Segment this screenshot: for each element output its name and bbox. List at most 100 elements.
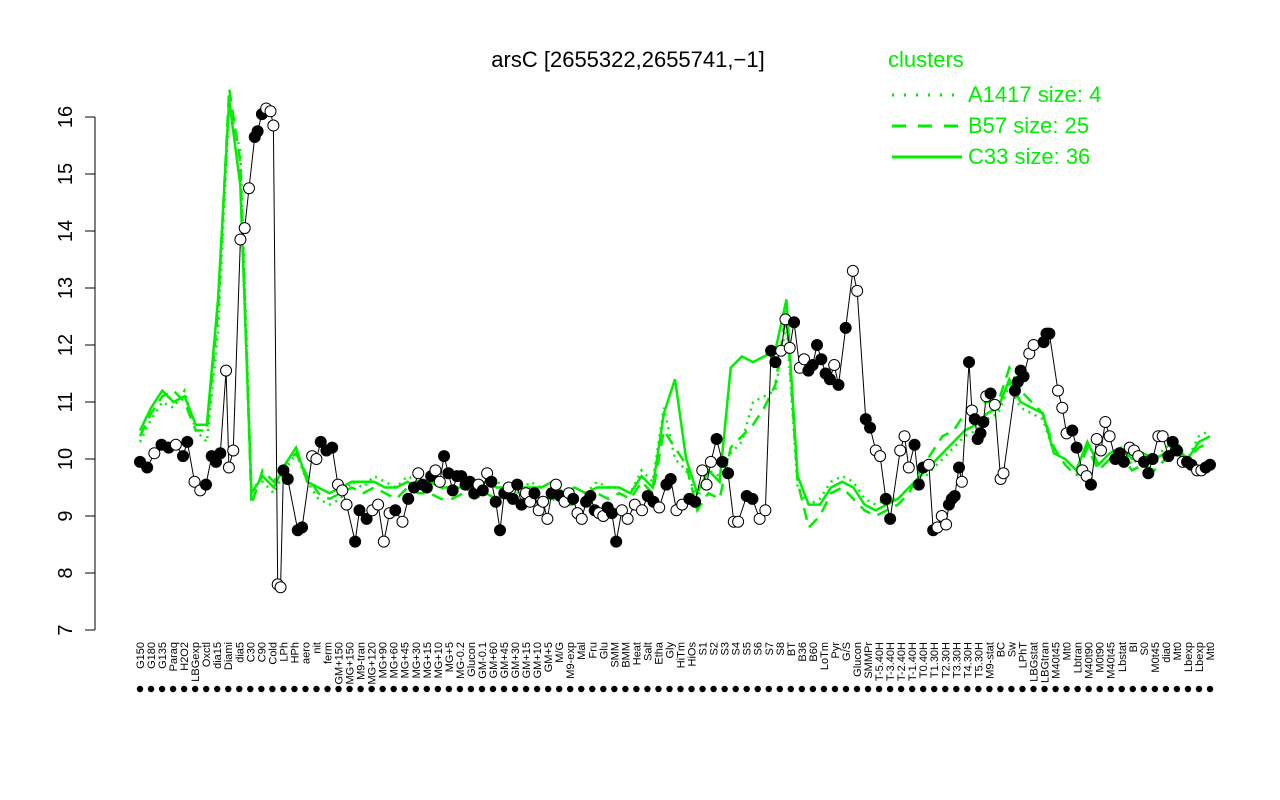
x-tick-label: Glucon bbox=[466, 642, 478, 677]
data-point bbox=[988, 398, 1001, 411]
x-tick-dot bbox=[721, 685, 728, 693]
x-tick-dot bbox=[919, 685, 927, 693]
data-point bbox=[340, 498, 353, 511]
x-tick-dot bbox=[247, 685, 254, 693]
legend-entry-c33: C33 size: 36 bbox=[968, 144, 1090, 169]
x-tick-label: LPhT bbox=[1017, 642, 1029, 669]
data-point bbox=[1056, 401, 1069, 414]
data-point bbox=[396, 515, 409, 528]
x-tick-label: Mt0 bbox=[1172, 642, 1184, 660]
x-tick-label: MG+150 bbox=[345, 642, 357, 685]
x-tick-dot bbox=[379, 685, 386, 693]
data-point bbox=[264, 105, 277, 118]
data-point bbox=[798, 353, 811, 366]
x-tick-label: Oxctl bbox=[201, 642, 213, 667]
x-tick-dot bbox=[931, 685, 938, 693]
x-tick-label: HiOs bbox=[687, 642, 699, 667]
data-point bbox=[851, 284, 864, 297]
x-tick-label: HiTm bbox=[676, 642, 688, 668]
data-point bbox=[769, 356, 782, 369]
x-tick-label: Sw bbox=[1006, 642, 1018, 657]
x-tick-label: LBGstat bbox=[1029, 642, 1041, 682]
data-point bbox=[653, 501, 666, 514]
data-point bbox=[902, 461, 915, 474]
data-point bbox=[494, 524, 507, 537]
data-point bbox=[1051, 384, 1064, 397]
x-tick-dot bbox=[1052, 685, 1059, 693]
data-point bbox=[148, 447, 161, 460]
x-tick-label: MG+45 bbox=[400, 642, 412, 678]
x-tick-dot bbox=[798, 685, 806, 693]
x-tick-label: BC bbox=[995, 642, 1007, 657]
data-point bbox=[828, 358, 841, 371]
data-point bbox=[664, 472, 677, 485]
x-tick-dot bbox=[180, 685, 188, 693]
x-tick-label: LBGexp bbox=[190, 642, 202, 682]
x-tick-label: C90 bbox=[256, 642, 268, 662]
x-tick-label: GM+30 bbox=[510, 642, 522, 678]
x-tick-dot bbox=[1162, 685, 1170, 693]
x-tick-dot bbox=[743, 685, 750, 693]
data-point bbox=[894, 444, 907, 457]
data-point bbox=[220, 364, 233, 377]
x-tick-label: MG+60 bbox=[389, 642, 401, 678]
x-tick-dot bbox=[313, 685, 320, 693]
data-point bbox=[974, 427, 987, 440]
x-tick-label: T5.30H bbox=[973, 642, 985, 678]
x-tick-label: MG+5 bbox=[444, 642, 456, 672]
x-tick-dot bbox=[456, 685, 464, 693]
data-point bbox=[549, 478, 562, 491]
data-point bbox=[783, 341, 796, 354]
x-tick-dot bbox=[886, 685, 894, 693]
x-tick-label: Pyr bbox=[830, 642, 842, 659]
x-tick-label: MG-0.2 bbox=[455, 642, 467, 679]
series-line-0 bbox=[138, 105, 1211, 507]
x-tick-dot bbox=[688, 685, 695, 693]
x-tick-label: S6 bbox=[753, 642, 765, 655]
x-tick-label: LBGtran bbox=[1040, 642, 1052, 683]
data-point bbox=[1162, 450, 1175, 463]
x-tick-dot bbox=[677, 685, 684, 693]
data-point bbox=[977, 415, 990, 428]
x-tick-label: T4.30H bbox=[962, 642, 974, 678]
data-point bbox=[169, 438, 182, 451]
data-point bbox=[537, 495, 550, 508]
x-tick-dot bbox=[202, 685, 210, 693]
x-tick-dot bbox=[765, 685, 772, 693]
data-point bbox=[984, 387, 997, 400]
data-point bbox=[765, 344, 778, 357]
x-tick-dot bbox=[158, 685, 166, 693]
data-point bbox=[1099, 415, 1112, 428]
x-tick-dot bbox=[666, 685, 673, 693]
data-point bbox=[243, 182, 256, 195]
data-point bbox=[1142, 467, 1155, 480]
data-point bbox=[810, 339, 823, 351]
chart-title: arsC [2655322,2655741,−1] bbox=[491, 47, 764, 72]
x-tick-dot bbox=[942, 685, 949, 693]
x-tick-label: GM+5 bbox=[543, 642, 555, 672]
data-point bbox=[506, 492, 519, 505]
y-tick-label: 13 bbox=[55, 277, 77, 299]
x-tick-label: Diami bbox=[223, 642, 235, 670]
legend-title: clusters bbox=[888, 47, 964, 72]
x-tick-label: Glu bbox=[598, 642, 610, 659]
x-tick-label: S7 bbox=[764, 642, 776, 655]
data-point bbox=[759, 504, 772, 517]
x-tick-label: Gly bbox=[664, 642, 676, 659]
x-tick-label: GM+15 bbox=[521, 642, 533, 678]
y-tick-label: 12 bbox=[55, 334, 77, 356]
y-tick-label: 10 bbox=[55, 448, 77, 470]
x-tick-label: S3 bbox=[720, 642, 732, 655]
data-point bbox=[846, 264, 859, 277]
data-point bbox=[710, 433, 723, 446]
data-point bbox=[310, 453, 323, 465]
x-tick-label: T3.30H bbox=[951, 642, 963, 678]
y-tick-label: 14 bbox=[55, 220, 77, 242]
x-tick-label: GM-0.1 bbox=[477, 642, 489, 679]
data-point bbox=[489, 495, 502, 508]
data-point bbox=[251, 125, 264, 138]
x-tick-label: M40t45 bbox=[1106, 642, 1118, 679]
x-tick-dot bbox=[511, 685, 519, 693]
x-tick-label: Cold bbox=[267, 642, 279, 665]
x-tick-label: SMM bbox=[609, 642, 621, 668]
